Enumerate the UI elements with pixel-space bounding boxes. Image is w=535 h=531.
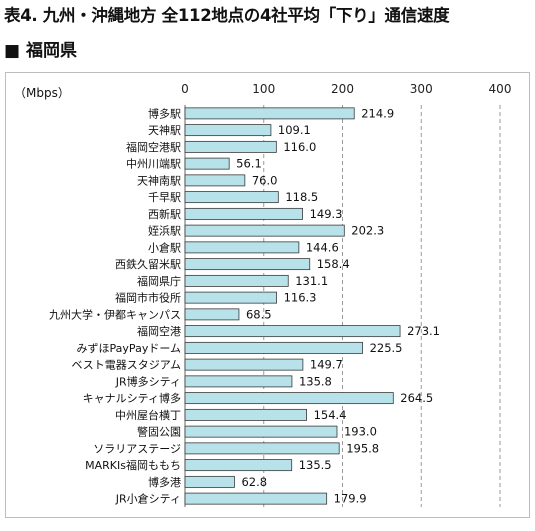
category-label: みずほPayPayドーム xyxy=(77,342,181,355)
value-label: 179.9 xyxy=(334,492,367,506)
category-label: 天神南駅 xyxy=(137,173,181,187)
value-label: 193.0 xyxy=(344,425,377,439)
bar xyxy=(184,241,300,254)
category-label: 天神駅 xyxy=(148,123,181,137)
value-label: 131.1 xyxy=(295,274,328,288)
category-label: 千早駅 xyxy=(148,191,181,204)
value-label: 116.3 xyxy=(284,291,317,305)
x-tick-label: 300 xyxy=(410,82,433,96)
value-label: 56.1 xyxy=(236,157,262,171)
x-tick-label: 100 xyxy=(252,82,275,96)
category-label: 姪浜駅 xyxy=(148,224,181,238)
chart-frame: （Mbps） 0 100 200 300 400 博多駅天神駅福岡空港駅中州川端駅天神南… xyxy=(5,72,530,518)
page-title: 表4. 九州・沖縄地方 全112地点の4社平均「下り」通信速度 xyxy=(4,6,450,25)
value-label: 214.9 xyxy=(361,106,394,120)
bar xyxy=(184,224,345,237)
value-label: 158.4 xyxy=(317,257,350,271)
bar xyxy=(184,191,279,204)
bar xyxy=(184,392,394,405)
category-label: 中州川端駅 xyxy=(126,158,181,171)
bar xyxy=(184,124,272,137)
category-label: 西新駅 xyxy=(148,207,181,221)
value-label: 202.3 xyxy=(351,224,384,238)
bar xyxy=(184,140,277,153)
bar xyxy=(184,442,340,455)
bar xyxy=(184,325,401,338)
category-label: 博多駅 xyxy=(148,106,181,120)
category-label: ベスト電器スタジアム xyxy=(72,359,181,372)
value-label: 154.4 xyxy=(314,408,347,422)
value-label: 118.5 xyxy=(285,190,318,204)
bar xyxy=(184,207,303,220)
bar-chart: （Mbps） 0 100 200 300 400 博多駅天神駅福岡空港駅中州川端駅天神南… xyxy=(14,82,512,507)
section-title: ■ 福岡県 xyxy=(4,41,77,61)
category-label: 西鉄久留米駅 xyxy=(115,257,181,271)
value-label: 68.5 xyxy=(246,307,272,321)
bar xyxy=(184,308,240,321)
value-label: 149.3 xyxy=(310,207,343,221)
bar xyxy=(184,459,293,472)
category-label: ソラリアステージ xyxy=(93,442,181,455)
value-label: 116.0 xyxy=(283,140,316,154)
x-tick-label: 200 xyxy=(331,82,354,96)
x-tick-label: 0 xyxy=(181,82,189,96)
category-label: JR博多シティ xyxy=(115,374,181,388)
bar xyxy=(184,408,307,421)
category-label: 福岡市市役所 xyxy=(115,291,181,305)
category-label: 小倉駅 xyxy=(148,240,181,254)
value-label: 76.0 xyxy=(252,173,278,187)
category-label: 九州大学・伊都キャンパス xyxy=(49,307,181,321)
bar xyxy=(184,358,304,371)
category-label: MARKIs福岡ももち xyxy=(85,458,181,472)
bar xyxy=(184,157,230,170)
category-label: キャナルシティ博多 xyxy=(83,391,181,405)
category-label: 福岡空港 xyxy=(137,324,181,338)
value-label: 264.5 xyxy=(400,391,433,405)
x-tick-label: 400 xyxy=(489,82,512,96)
bar xyxy=(184,174,246,187)
value-label: 144.6 xyxy=(306,240,339,254)
bar xyxy=(184,425,338,438)
unit-label: （Mbps） xyxy=(14,86,70,100)
category-label: 福岡県庁 xyxy=(137,274,181,288)
bar xyxy=(184,274,289,287)
value-label: 62.8 xyxy=(241,475,267,489)
category-label: 福岡空港駅 xyxy=(126,140,181,154)
bar xyxy=(184,492,328,505)
value-label: 149.7 xyxy=(310,358,343,372)
value-label: 135.8 xyxy=(299,374,332,388)
bar xyxy=(184,291,277,304)
value-label: 195.8 xyxy=(346,441,379,455)
category-label: JR小倉シティ xyxy=(115,492,181,506)
bar xyxy=(184,475,235,488)
category-label: 博多港 xyxy=(148,475,181,489)
category-label: 中州屋台横丁 xyxy=(115,408,181,422)
value-label: 135.5 xyxy=(299,458,332,472)
bar xyxy=(184,258,311,271)
value-label: 273.1 xyxy=(407,324,440,338)
bar xyxy=(184,107,355,120)
bar xyxy=(184,375,293,388)
category-label: 警固公園 xyxy=(137,425,181,439)
bar xyxy=(184,341,363,354)
value-label: 109.1 xyxy=(278,123,311,137)
value-label: 225.5 xyxy=(370,341,403,355)
